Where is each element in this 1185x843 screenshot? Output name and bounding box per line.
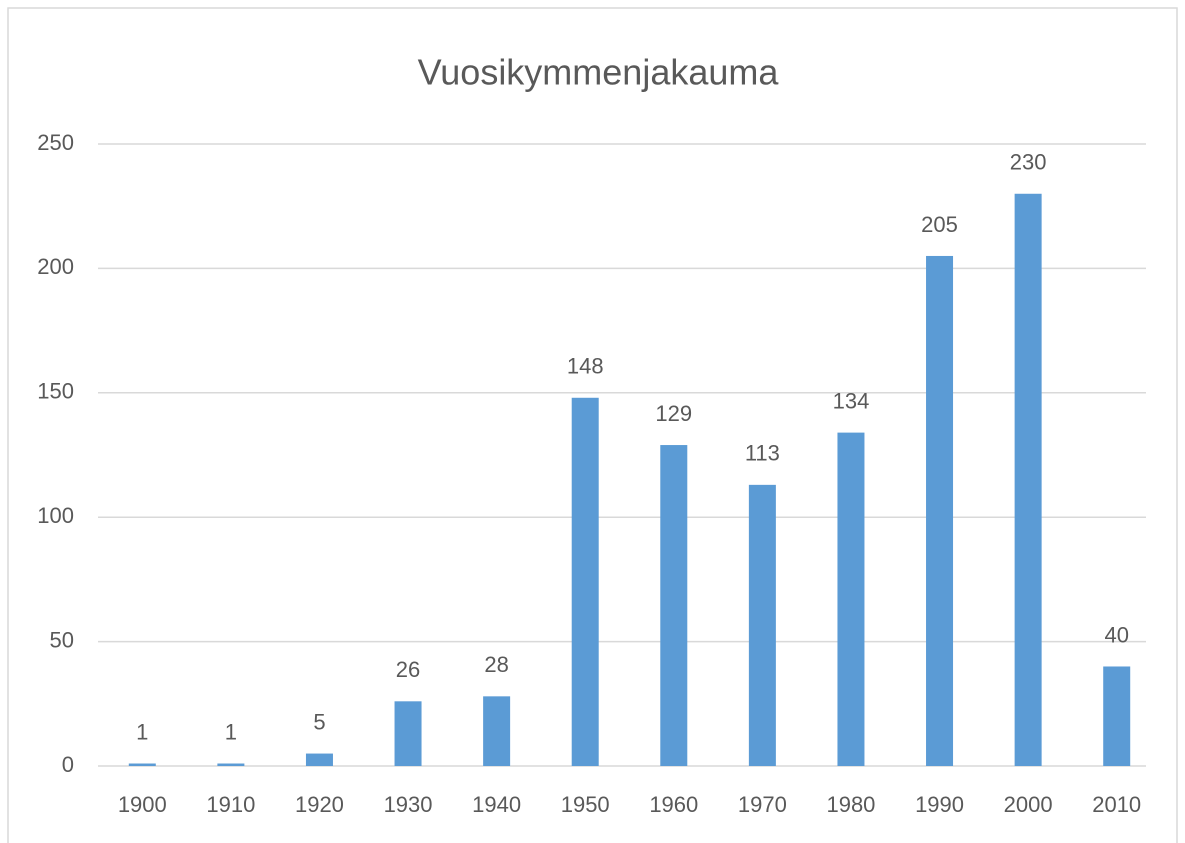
bar (305, 753, 333, 766)
data-label: 113 (745, 441, 780, 466)
x-tick-label: 2010 (1092, 792, 1141, 817)
data-label: 1 (136, 719, 148, 744)
data-label: 205 (921, 212, 958, 237)
y-tick-label: 0 (62, 752, 74, 777)
y-tick-label: 200 (37, 254, 74, 279)
bar (1103, 666, 1131, 766)
bar (1014, 193, 1042, 766)
x-tick-label: 1900 (118, 792, 167, 817)
x-tick-label: 1990 (915, 792, 964, 817)
chart-title: Vuosikymmenjakauma (418, 52, 780, 93)
y-tick-label: 250 (37, 130, 74, 155)
data-label: 129 (655, 401, 692, 426)
data-label: 134 (833, 388, 870, 413)
data-label: 5 (313, 709, 325, 734)
x-tick-label: 1940 (472, 792, 521, 817)
x-tick-label: 1960 (649, 792, 698, 817)
x-tick-label: 1920 (295, 792, 344, 817)
x-tick-label: 1950 (561, 792, 610, 817)
bar (394, 701, 422, 766)
bar (748, 484, 776, 766)
data-label: 28 (484, 652, 508, 677)
y-tick-label: 150 (37, 379, 74, 404)
bar (128, 763, 156, 766)
x-tick-label: 1980 (826, 792, 875, 817)
x-tick-label: 2000 (1004, 792, 1053, 817)
bar (837, 432, 865, 766)
y-tick-label: 50 (50, 627, 74, 652)
bar (571, 397, 599, 766)
data-label: 1 (225, 719, 237, 744)
x-tick-label: 1910 (206, 792, 255, 817)
data-label: 148 (567, 354, 604, 379)
y-tick-label: 100 (37, 503, 74, 528)
x-tick-label: 1930 (384, 792, 433, 817)
data-label: 230 (1010, 150, 1047, 175)
bar (217, 763, 245, 766)
data-label: 26 (396, 657, 420, 682)
bar (483, 696, 511, 766)
data-label: 40 (1104, 622, 1128, 647)
bar (926, 255, 954, 766)
bar (660, 445, 688, 766)
x-tick-label: 1970 (738, 792, 787, 817)
